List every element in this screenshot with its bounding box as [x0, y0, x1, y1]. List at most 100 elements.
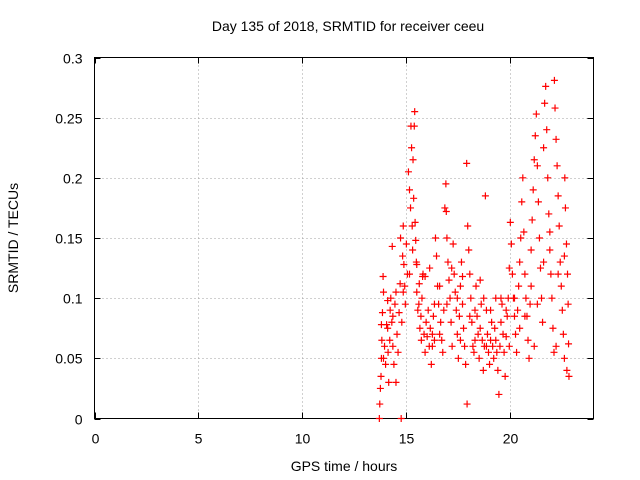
data-point	[470, 348, 478, 356]
data-point	[543, 126, 551, 134]
data-point	[409, 246, 417, 254]
x-tick-label: 5	[195, 431, 203, 447]
data-point	[483, 330, 491, 338]
data-point	[382, 360, 390, 368]
data-point	[388, 318, 396, 326]
data-point	[426, 324, 434, 332]
y-tick-label: 0.25	[55, 111, 82, 127]
data-point	[474, 330, 482, 338]
data-point	[544, 174, 552, 182]
data-point	[524, 336, 532, 344]
data-point	[386, 306, 394, 314]
data-point	[564, 300, 572, 308]
data-point	[476, 276, 484, 284]
data-point	[429, 312, 437, 320]
data-point	[399, 222, 407, 230]
data-point	[507, 240, 515, 248]
data-point	[430, 336, 438, 344]
data-point	[532, 110, 540, 118]
data-point	[563, 366, 571, 374]
data-point	[500, 348, 508, 356]
data-point	[428, 342, 436, 350]
data-point	[448, 342, 456, 350]
data-point	[480, 294, 488, 302]
data-point	[442, 180, 450, 188]
data-point	[410, 194, 418, 202]
data-point	[471, 306, 479, 314]
data-point	[554, 270, 562, 278]
data-point	[510, 294, 518, 302]
data-point	[533, 162, 541, 170]
data-point	[463, 400, 471, 408]
data-point	[552, 135, 560, 143]
data-point	[522, 294, 530, 302]
data-point	[558, 306, 566, 314]
x-axis-label: GPS time / hours	[291, 458, 398, 474]
data-point	[397, 234, 405, 242]
data-point	[388, 242, 396, 250]
data-point	[446, 294, 454, 302]
data-point	[404, 168, 412, 176]
data-point	[469, 342, 477, 350]
data-point	[384, 324, 392, 332]
data-point	[526, 300, 534, 308]
data-point	[493, 348, 501, 356]
data-point	[513, 348, 521, 356]
data-point	[559, 330, 567, 338]
data-point	[449, 240, 457, 248]
data-point	[412, 236, 420, 244]
x-tick-label: 10	[295, 431, 311, 447]
data-point	[550, 348, 558, 356]
data-point	[533, 300, 541, 308]
x-tick-label: 20	[503, 431, 519, 447]
data-point	[461, 342, 469, 350]
data-point	[456, 282, 464, 290]
data-point	[556, 258, 564, 266]
data-point	[475, 354, 483, 362]
data-point	[527, 246, 535, 254]
data-point	[479, 366, 487, 374]
data-point	[502, 306, 510, 314]
data-point	[408, 222, 416, 230]
data-point	[496, 342, 504, 350]
data-point	[552, 342, 560, 350]
data-point	[456, 336, 464, 344]
data-point	[505, 342, 513, 350]
data-point	[562, 240, 570, 248]
data-point	[498, 300, 506, 308]
data-point	[394, 348, 402, 356]
data-point	[530, 342, 538, 350]
data-point	[391, 300, 399, 308]
data-point	[463, 159, 471, 167]
data-point	[467, 294, 475, 302]
y-tick-label: 0.05	[55, 351, 82, 367]
data-point	[473, 312, 481, 320]
data-point	[512, 330, 520, 338]
data-point	[430, 300, 438, 308]
data-point	[565, 340, 573, 348]
x-tick-label: 15	[399, 431, 415, 447]
data-point	[482, 342, 490, 350]
data-point	[471, 336, 479, 344]
data-point	[514, 306, 522, 314]
data-point	[476, 324, 484, 332]
data-point	[519, 174, 527, 182]
data-point	[530, 156, 538, 164]
data-point	[536, 264, 544, 272]
data-point	[466, 270, 474, 278]
data-point	[462, 360, 470, 368]
data-point	[414, 306, 422, 314]
tick-layer: 0 0.05 0.1 0.15 0.2 0.25 0.3 0 5 10 15 20	[55, 51, 594, 447]
data-point	[459, 273, 467, 281]
data-point	[478, 336, 486, 344]
data-point	[531, 132, 539, 140]
data-point	[501, 372, 509, 380]
data-point	[450, 270, 458, 278]
data-point	[460, 324, 468, 332]
data-point	[387, 294, 395, 302]
data-point	[553, 162, 561, 170]
data-point	[413, 288, 421, 296]
data-point	[560, 354, 568, 362]
data-point	[490, 354, 498, 362]
data-point	[527, 282, 535, 290]
